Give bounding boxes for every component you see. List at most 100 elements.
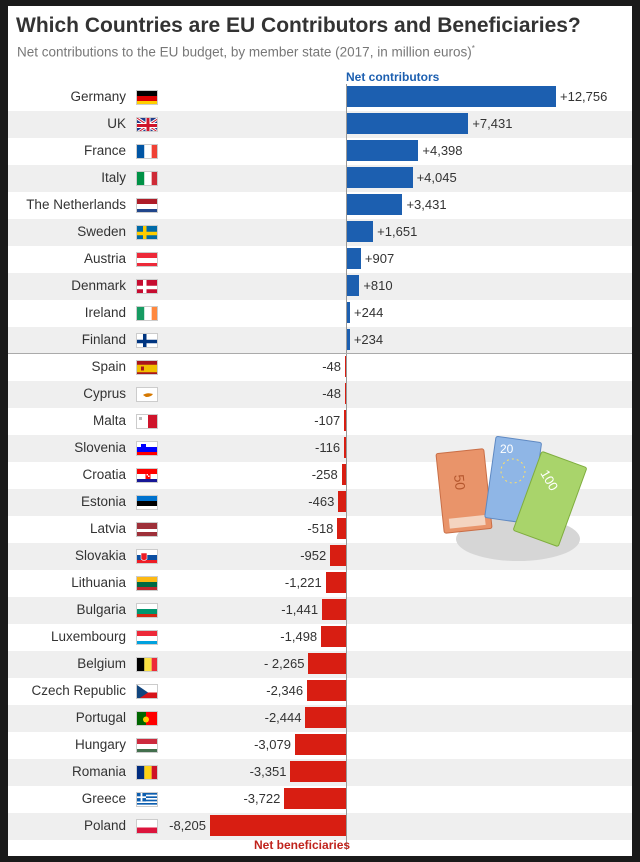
value-label: -258 [311, 467, 338, 482]
beneficiary-bar [284, 788, 346, 809]
country-label: Germany [70, 89, 126, 104]
chart-row: Portugal -2,444 [8, 705, 632, 732]
beneficiary-bar [321, 626, 346, 647]
value-label: -3,079 [254, 737, 291, 752]
beneficiary-bar [341, 464, 346, 485]
value-label: +244 [354, 305, 384, 320]
country-label: Italy [101, 170, 126, 185]
chart-row: The Netherlands +3,431 [8, 192, 632, 219]
flag-icon [136, 171, 158, 186]
beneficiary-bar [325, 572, 346, 593]
chart-row: Italy +4,045 [8, 165, 632, 192]
value-label: -2,346 [266, 683, 304, 698]
chart-row: Greece -3,722 [8, 786, 632, 813]
country-label: Sweden [77, 224, 126, 239]
chart-row: Czech Republic -2,346 [8, 678, 632, 705]
value-label: -952 [300, 548, 327, 563]
chart-row: Cyprus -48 [8, 381, 632, 408]
country-label: Cyprus [83, 386, 126, 401]
flag-icon [136, 90, 158, 105]
beneficiary-bar [338, 491, 346, 512]
flag-icon [136, 441, 158, 456]
svg-text:20: 20 [500, 442, 514, 456]
flag-icon [136, 522, 158, 537]
value-label: +7,431 [472, 116, 513, 131]
value-label: -1,221 [284, 575, 322, 590]
net-contributors-label: Net contributors [346, 70, 440, 84]
value-label: -2,444 [264, 710, 302, 725]
flag-icon [136, 279, 158, 294]
country-label: Estonia [80, 494, 126, 509]
value-label: -1,441 [281, 602, 319, 617]
chart-subtitle: Net contributions to the EU budget, by m… [17, 44, 475, 60]
value-label: +1,651 [377, 224, 418, 239]
chart-row: Ireland +244 [8, 300, 632, 327]
beneficiary-bar [345, 356, 346, 377]
contributor-bar [346, 194, 403, 215]
contributor-bar [346, 167, 413, 188]
flag-icon [136, 603, 158, 618]
value-label: +4,045 [416, 170, 457, 185]
value-label: -116 [315, 440, 341, 455]
flag-icon [136, 657, 158, 672]
value-label: -48 [322, 386, 341, 401]
flag-icon [136, 306, 158, 321]
chart-row: Hungary -3,079 [8, 732, 632, 759]
chart-row: Bulgaria -1,441 [8, 597, 632, 624]
zero-axis [346, 84, 347, 850]
beneficiary-bar [337, 518, 346, 539]
svg-text:50: 50 [451, 474, 469, 491]
value-label: -1,498 [280, 629, 318, 644]
contributor-bar [346, 248, 361, 269]
flag-icon [136, 360, 158, 375]
contributor-bar [346, 140, 419, 161]
chart-row: Belgium - 2,265 [8, 651, 632, 678]
value-label: -463 [308, 494, 335, 509]
beneficiary-bar [344, 410, 346, 431]
country-label: Slovakia [74, 548, 126, 563]
contributor-bar [346, 221, 374, 242]
country-label: Czech Republic [31, 683, 126, 698]
country-label: Denmark [71, 278, 126, 293]
country-label: Poland [83, 818, 126, 833]
subtitle-footnote-mark: * [471, 44, 475, 53]
country-label: Spain [91, 359, 126, 374]
beneficiary-bar [330, 545, 346, 566]
euro-banknotes-icon: 50 20 100 [435, 435, 587, 561]
country-label: Lithuania [71, 575, 126, 590]
chart-row: Croatia -258 [8, 462, 632, 489]
flag-icon [136, 387, 158, 402]
chart-row: UK +7,431 [8, 111, 632, 138]
flag-icon [136, 117, 158, 132]
chart-row: Germany +12,756 [8, 84, 632, 111]
flag-icon [136, 144, 158, 159]
country-label: Hungary [74, 737, 126, 752]
chart-card: Which Countries are EU Contributors and … [8, 6, 632, 856]
flag-icon [136, 684, 158, 699]
flag-icon [136, 549, 158, 564]
beneficiary-bar [345, 383, 346, 404]
country-label: Belgium [77, 656, 126, 671]
value-label: +4,398 [422, 143, 463, 158]
flag-icon [136, 711, 158, 726]
contributor-bar [346, 86, 556, 107]
country-label: Luxembourg [50, 629, 126, 644]
chart-row: Latvia -518 [8, 516, 632, 543]
country-label: Finland [81, 332, 126, 347]
chart-row: Denmark +810 [8, 273, 632, 300]
flag-icon [136, 198, 158, 213]
value-label: -3,351 [249, 764, 287, 779]
beneficiary-bar [344, 437, 346, 458]
value-label: -8,205 [169, 818, 206, 833]
beneficiary-bar [294, 734, 346, 755]
contributor-bar [346, 275, 360, 296]
value-label: -518 [307, 521, 334, 536]
chart-row: Poland -8,205 [8, 813, 632, 840]
chart-row: Spain -48 [8, 354, 632, 381]
beneficiary-bar [210, 815, 346, 836]
flag-icon [136, 738, 158, 753]
country-label: Portugal [75, 710, 126, 725]
chart-row: Sweden +1,651 [8, 219, 632, 246]
country-label: UK [107, 116, 126, 131]
value-label: +234 [353, 332, 384, 347]
